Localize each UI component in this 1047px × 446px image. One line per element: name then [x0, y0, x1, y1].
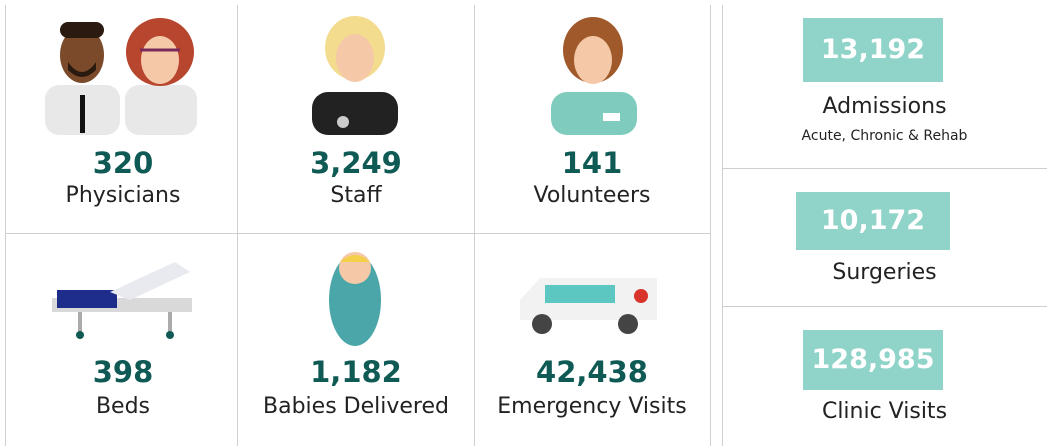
highlight-label: Admissions — [822, 94, 947, 119]
tile-label: Beds — [95, 394, 151, 419]
tile-label: Staff — [330, 183, 382, 208]
tile-value: 3,249 — [310, 146, 402, 180]
highlight-value: 128,985 — [803, 330, 943, 390]
border — [722, 306, 1047, 307]
highlight-label: Clinic Visits — [821, 399, 948, 424]
tile-value: 320 — [92, 146, 154, 180]
bed-icon — [52, 262, 192, 339]
border — [474, 5, 475, 446]
tile-value: 42,438 — [536, 355, 648, 389]
tile-value: 1,182 — [310, 355, 402, 389]
volunteers-icon — [551, 17, 637, 135]
highlight-value: 13,192 — [803, 18, 943, 82]
border — [722, 168, 1047, 169]
tile-value: 398 — [92, 355, 154, 389]
tile-value: 141 — [561, 146, 623, 180]
tile-label: Volunteers — [533, 183, 651, 208]
tile-label: Babies Delivered — [263, 394, 449, 419]
border — [5, 233, 710, 234]
staff-icon — [312, 16, 398, 135]
tile-label: Physicians — [65, 183, 181, 208]
border — [237, 5, 238, 446]
highlight-label: Surgeries — [832, 260, 937, 285]
highlight-value: 10,172 — [796, 192, 950, 250]
ambulance-icon — [520, 278, 657, 334]
physicians-icon — [45, 18, 197, 135]
highlight-note: Acute, Chronic & Rehab — [801, 128, 968, 144]
border — [722, 5, 723, 446]
border — [5, 5, 6, 446]
tile-label: Emergency Visits — [497, 394, 687, 419]
baby-icon — [329, 252, 381, 346]
border — [710, 5, 711, 446]
